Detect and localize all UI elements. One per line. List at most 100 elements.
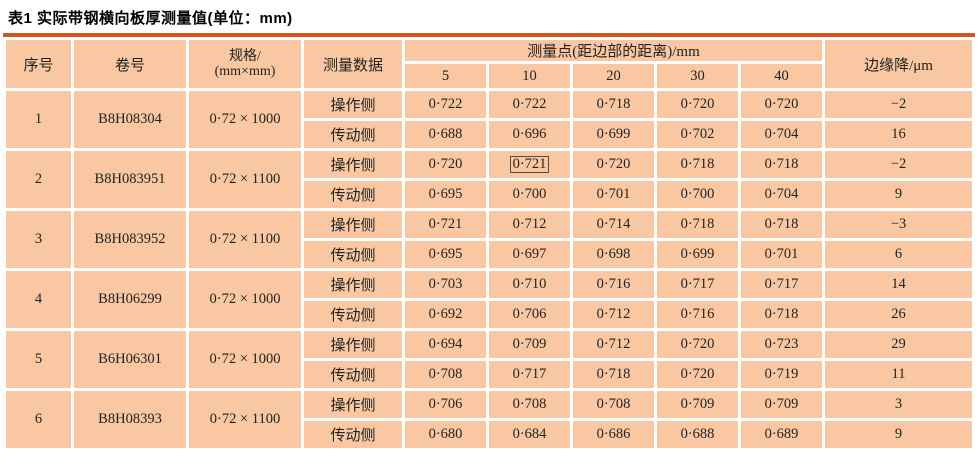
value-cell: 0·717 <box>657 271 738 298</box>
value-text: 0·714 <box>596 216 631 232</box>
edge-drop-cell: 6 <box>825 241 973 268</box>
side-cell: 传动侧 <box>304 121 402 148</box>
table-caption: 表1 实际带钢横向板厚测量值(单位：mm) <box>8 10 293 27</box>
header-point: 10 <box>489 64 570 88</box>
coil-cell: B8H06299 <box>74 271 186 328</box>
spec-cell: 0·72 × 1000 <box>189 271 301 328</box>
value-text: 0·718 <box>680 216 715 232</box>
value-cell: 0·695 <box>405 241 486 268</box>
value-cell: 0·709 <box>741 391 823 418</box>
value-cell: 0·699 <box>573 121 654 148</box>
value-text: 0·709 <box>512 336 547 352</box>
value-text: 0·706 <box>512 306 547 322</box>
value-cell: 0·722 <box>405 91 486 118</box>
edge-drop-cell: 9 <box>825 181 973 208</box>
value-cell: 0·701 <box>573 181 654 208</box>
header-measure-data: 测量数据 <box>304 40 402 88</box>
side-cell: 传动侧 <box>304 361 402 388</box>
value-cell: 0·694 <box>405 331 486 358</box>
value-text: 0·718 <box>680 156 715 172</box>
value-cell: 0·717 <box>741 271 823 298</box>
table-row: 5 B6H06301 0·72 × 1000 操作侧 0·694 0·709 0·712 0·… <box>6 331 973 388</box>
value-text: 0·718 <box>764 216 799 232</box>
value-text: 0·717 <box>680 276 715 292</box>
header-serial: 序号 <box>6 40 71 88</box>
side-cell: 传动侧 <box>304 181 402 208</box>
table-row: 传动侧 0·695 0·700 0·701 0·700 0·704 9 <box>6 181 973 208</box>
value-cell: 0·720 <box>657 331 738 358</box>
table-row: 传动侧 0·680 0·684 0·686 0·688 0·689 9 <box>6 421 973 448</box>
table-row: 3 B8H083952 0·72 × 1100 操作侧 0·721 0·712 0·714 0… <box>6 211 973 268</box>
value-cell: 0·708 <box>405 361 486 388</box>
value-text: 0·721 <box>428 216 463 232</box>
value-text: 0·689 <box>764 426 799 442</box>
value-text: 0·708 <box>596 396 631 412</box>
header-spec-line1: 规格/ <box>229 48 261 64</box>
header-points-group: 测量点(距边部的距离)/mm <box>405 40 823 61</box>
value-cell: 0·704 <box>741 181 823 208</box>
serial-cell: 4 <box>6 271 71 328</box>
side-cell: 操作侧 <box>304 211 402 238</box>
edge-drop-cell: 29 <box>825 331 973 358</box>
value-cell: 0·718 <box>741 151 823 178</box>
value-text: 0·688 <box>428 126 463 142</box>
value-cell: 0·717 <box>489 361 570 388</box>
value-text: 0·703 <box>428 276 463 292</box>
value-cell: 0·718 <box>573 361 654 388</box>
coil-cell: B8H08393 <box>74 391 186 448</box>
value-cell: 0·688 <box>657 421 738 448</box>
value-text: 0·680 <box>428 426 463 442</box>
table-row: 传动侧 0·692 0·706 0·712 0·716 0·718 26 <box>6 301 973 328</box>
value-cell: 0·695 <box>405 181 486 208</box>
value-text: 0·696 <box>512 126 547 142</box>
header-row-points: 5 10 20 30 40 <box>6 64 972 88</box>
value-cell: 0·704 <box>741 121 823 148</box>
value-cell: 0·708 <box>573 391 654 418</box>
value-cell: 0·720 <box>573 151 654 178</box>
value-text: 0·699 <box>680 246 715 262</box>
value-text: 0·704 <box>764 186 799 202</box>
table-row: 4 B8H06299 0·72 × 1000 操作侧 0·703 0·710 0·716 0·… <box>6 271 973 328</box>
value-cell: 0·720 <box>657 361 738 388</box>
header-point: 20 <box>573 64 654 88</box>
value-cell: 0·708 <box>489 391 570 418</box>
header-point: 30 <box>657 64 738 88</box>
value-cell: 0·698 <box>573 241 654 268</box>
value-text: 0·700 <box>512 186 547 202</box>
serial-cell: 3 <box>6 211 71 268</box>
value-cell: 0·709 <box>657 391 738 418</box>
edge-drop-cell: 3 <box>825 391 973 418</box>
value-text: 0·720 <box>764 96 799 112</box>
value-text: 0·712 <box>596 306 631 322</box>
value-cell: 0·703 <box>405 271 486 298</box>
value-cell: 0·718 <box>741 211 823 238</box>
value-text: 0·694 <box>428 336 463 352</box>
value-cell: 0·692 <box>405 301 486 328</box>
value-cell: 0·718 <box>573 91 654 118</box>
value-cell: 0·700 <box>657 181 738 208</box>
serial-cell: 6 <box>6 391 71 448</box>
value-cell: 0·712 <box>573 331 654 358</box>
value-cell: 0·720 <box>657 91 738 118</box>
value-text: 0·695 <box>428 246 463 262</box>
value-text: 0·700 <box>680 186 715 202</box>
edge-drop-cell: −2 <box>825 91 973 118</box>
value-cell: 0·680 <box>405 421 486 448</box>
spec-cell: 0·72 × 1000 <box>189 331 301 388</box>
serial-cell: 2 <box>6 151 71 208</box>
value-text: 0·720 <box>680 366 715 382</box>
edge-drop-cell: 16 <box>825 121 973 148</box>
value-cell: 0·688 <box>405 121 486 148</box>
header-edge-drop: 边缘降/μm <box>825 40 973 88</box>
side-cell: 操作侧 <box>304 91 402 118</box>
edge-drop-cell: −2 <box>825 151 973 178</box>
value-text: 0·720 <box>680 96 715 112</box>
side-cell: 操作侧 <box>304 271 402 298</box>
side-cell: 传动侧 <box>304 301 402 328</box>
value-text: 0·718 <box>764 156 799 172</box>
value-text: 0·692 <box>428 306 463 322</box>
side-cell: 操作侧 <box>304 151 402 178</box>
value-cell: 0·701 <box>741 241 823 268</box>
value-text: 0·702 <box>680 126 715 142</box>
table-row: 2 B8H083951 0·72 × 1100 操作侧 0·720 0·721 0·720 0… <box>6 151 973 208</box>
